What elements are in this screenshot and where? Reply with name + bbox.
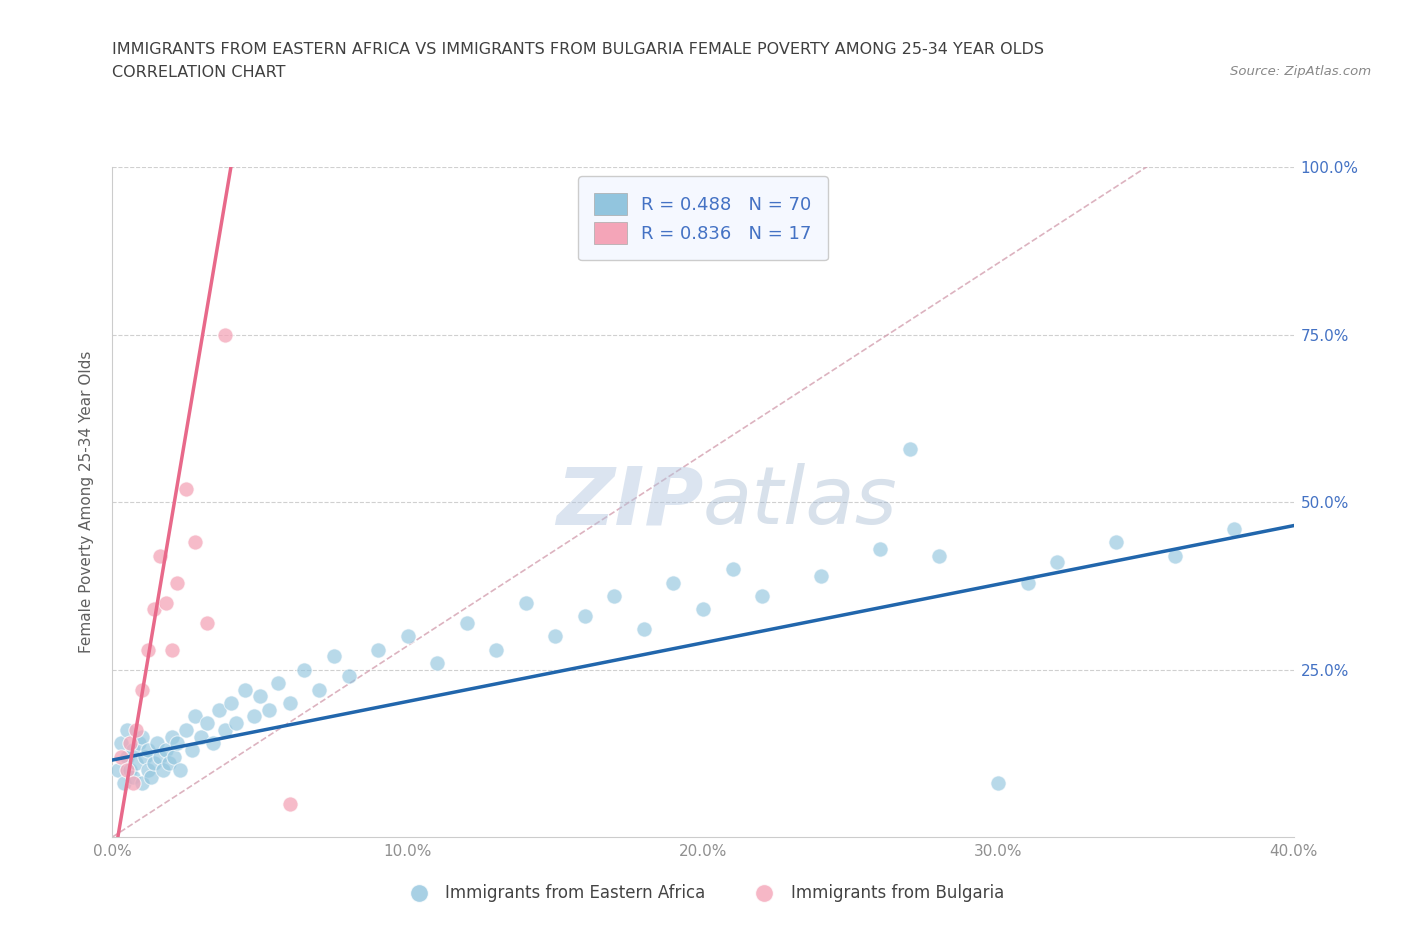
Legend: Immigrants from Eastern Africa, Immigrants from Bulgaria: Immigrants from Eastern Africa, Immigran… [395, 878, 1011, 909]
Point [125, 723, 148, 737]
Point [214, 723, 236, 737]
Point [131, 776, 153, 790]
Point [456, 616, 478, 631]
Point [337, 669, 360, 684]
Point [544, 629, 567, 644]
Point [195, 616, 218, 631]
Point [110, 750, 132, 764]
Point [152, 763, 174, 777]
Point [751, 589, 773, 604]
Point [323, 649, 346, 664]
Point [721, 562, 744, 577]
Point [633, 622, 655, 637]
Point [292, 662, 315, 677]
Point [574, 608, 596, 623]
Text: Source: ZipAtlas.com: Source: ZipAtlas.com [1230, 65, 1371, 78]
Point [142, 602, 165, 617]
Point [174, 723, 197, 737]
Point [163, 750, 186, 764]
Point [160, 642, 183, 657]
Point [201, 736, 224, 751]
Point [136, 742, 159, 757]
Point [396, 629, 419, 644]
Point [174, 482, 197, 497]
Point [117, 723, 138, 737]
Point [122, 776, 145, 790]
Point [122, 769, 145, 784]
Point [1105, 535, 1128, 550]
Point [155, 595, 177, 610]
Point [1046, 555, 1069, 570]
Point [131, 729, 153, 744]
Point [214, 327, 236, 342]
Point [136, 763, 159, 777]
Point [169, 763, 191, 777]
Point [160, 729, 183, 744]
Point [692, 602, 714, 617]
Point [122, 742, 145, 757]
Point [184, 535, 207, 550]
Point [257, 702, 280, 717]
Point [155, 742, 177, 757]
Point [134, 750, 156, 764]
Point [131, 683, 153, 698]
Point [869, 541, 891, 556]
Text: CORRELATION CHART: CORRELATION CHART [112, 65, 285, 80]
Point [149, 750, 172, 764]
Point [367, 642, 389, 657]
Point [219, 696, 242, 711]
Point [110, 736, 132, 751]
Point [136, 642, 159, 657]
Point [149, 549, 172, 564]
Y-axis label: Female Poverty Among 25-34 Year Olds: Female Poverty Among 25-34 Year Olds [79, 351, 94, 654]
Point [120, 736, 142, 751]
Point [810, 568, 832, 583]
Point [278, 696, 301, 711]
Point [117, 763, 138, 777]
Point [146, 736, 169, 751]
Point [117, 750, 138, 764]
Point [181, 742, 204, 757]
Point [208, 702, 231, 717]
Point [112, 776, 135, 790]
Point [125, 756, 148, 771]
Point [898, 441, 921, 456]
Text: atlas: atlas [703, 463, 898, 541]
Point [184, 709, 207, 724]
Point [166, 736, 188, 751]
Point [485, 642, 508, 657]
Point [142, 756, 165, 771]
Point [139, 769, 162, 784]
Point [928, 549, 950, 564]
Point [128, 736, 150, 751]
Point [662, 575, 685, 590]
Point [107, 763, 129, 777]
Point [426, 656, 449, 671]
Point [515, 595, 537, 610]
Point [249, 689, 271, 704]
Point [190, 729, 212, 744]
Text: ZIP: ZIP [555, 463, 703, 541]
Point [308, 683, 330, 698]
Point [603, 589, 626, 604]
Point [166, 575, 188, 590]
Point [987, 776, 1010, 790]
Text: IMMIGRANTS FROM EASTERN AFRICA VS IMMIGRANTS FROM BULGARIA FEMALE POVERTY AMONG : IMMIGRANTS FROM EASTERN AFRICA VS IMMIGR… [112, 42, 1045, 57]
Point [1164, 549, 1187, 564]
Point [267, 675, 290, 690]
Point [157, 756, 180, 771]
Point [225, 716, 247, 731]
Point [1017, 575, 1039, 590]
Point [195, 716, 218, 731]
Point [233, 683, 256, 698]
Point [120, 763, 142, 777]
Point [278, 796, 301, 811]
Point [243, 709, 266, 724]
Point [1223, 522, 1246, 537]
